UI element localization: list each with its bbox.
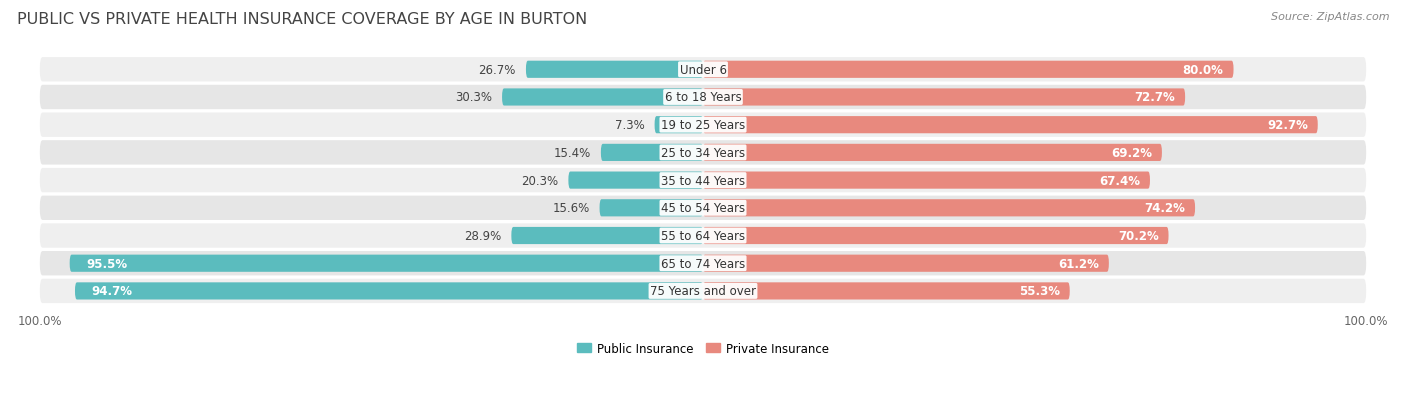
FancyBboxPatch shape [703,89,1185,106]
Text: 80.0%: 80.0% [1182,64,1223,76]
Text: 6 to 18 Years: 6 to 18 Years [665,91,741,104]
Text: 75 Years and over: 75 Years and over [650,285,756,298]
FancyBboxPatch shape [39,169,1367,193]
Text: Under 6: Under 6 [679,64,727,76]
Text: 15.6%: 15.6% [553,202,589,215]
FancyBboxPatch shape [75,282,703,300]
Text: 25 to 34 Years: 25 to 34 Years [661,147,745,159]
Text: 30.3%: 30.3% [456,91,492,104]
FancyBboxPatch shape [703,117,1317,134]
FancyBboxPatch shape [39,196,1367,221]
Text: 15.4%: 15.4% [554,147,591,159]
Legend: Public Insurance, Private Insurance: Public Insurance, Private Insurance [572,337,834,360]
Text: 65 to 74 Years: 65 to 74 Years [661,257,745,270]
FancyBboxPatch shape [526,62,703,78]
FancyBboxPatch shape [703,228,1168,244]
FancyBboxPatch shape [568,172,703,189]
FancyBboxPatch shape [39,113,1367,138]
FancyBboxPatch shape [39,141,1367,165]
Text: 94.7%: 94.7% [91,285,132,298]
Text: 20.3%: 20.3% [522,174,558,187]
FancyBboxPatch shape [703,62,1233,78]
Text: 92.7%: 92.7% [1267,119,1308,132]
Text: 67.4%: 67.4% [1099,174,1140,187]
Text: 19 to 25 Years: 19 to 25 Years [661,119,745,132]
FancyBboxPatch shape [502,89,703,106]
Text: 55.3%: 55.3% [1019,285,1060,298]
FancyBboxPatch shape [599,200,703,217]
Text: 28.9%: 28.9% [464,230,502,242]
Text: 69.2%: 69.2% [1111,147,1152,159]
Text: 72.7%: 72.7% [1135,91,1175,104]
Text: 74.2%: 74.2% [1144,202,1185,215]
Text: PUBLIC VS PRIVATE HEALTH INSURANCE COVERAGE BY AGE IN BURTON: PUBLIC VS PRIVATE HEALTH INSURANCE COVER… [17,12,588,27]
FancyBboxPatch shape [39,279,1367,304]
FancyBboxPatch shape [655,117,703,134]
FancyBboxPatch shape [70,255,703,272]
FancyBboxPatch shape [39,252,1367,276]
Text: 26.7%: 26.7% [478,64,516,76]
Text: 45 to 54 Years: 45 to 54 Years [661,202,745,215]
FancyBboxPatch shape [39,58,1367,82]
Text: 35 to 44 Years: 35 to 44 Years [661,174,745,187]
FancyBboxPatch shape [600,145,703,161]
Text: Source: ZipAtlas.com: Source: ZipAtlas.com [1271,12,1389,22]
FancyBboxPatch shape [703,145,1161,161]
FancyBboxPatch shape [39,85,1367,110]
Text: 55 to 64 Years: 55 to 64 Years [661,230,745,242]
Text: 7.3%: 7.3% [614,119,644,132]
FancyBboxPatch shape [39,224,1367,248]
Text: 95.5%: 95.5% [86,257,128,270]
FancyBboxPatch shape [703,172,1150,189]
FancyBboxPatch shape [703,200,1195,217]
FancyBboxPatch shape [703,255,1109,272]
FancyBboxPatch shape [703,282,1070,300]
Text: 61.2%: 61.2% [1059,257,1099,270]
Text: 70.2%: 70.2% [1118,230,1159,242]
FancyBboxPatch shape [512,228,703,244]
